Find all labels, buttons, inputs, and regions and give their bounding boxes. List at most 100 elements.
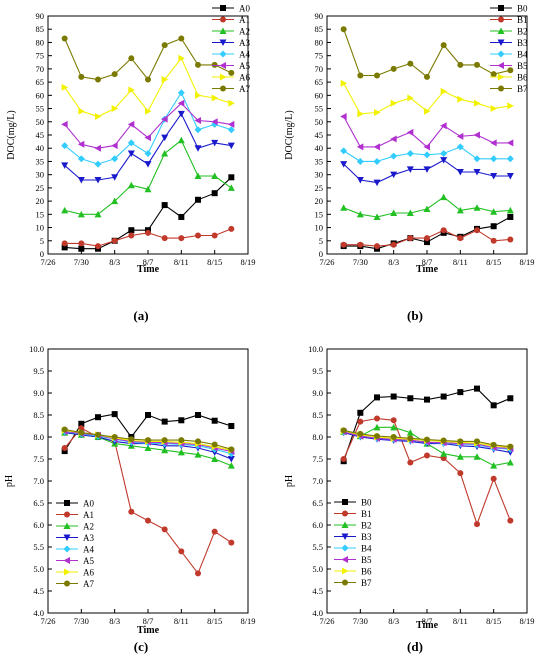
x-axis-title: Time	[416, 620, 439, 631]
x-tick-label: 7/30	[353, 616, 368, 626]
data-point	[211, 441, 218, 448]
legend-item: A7	[212, 84, 250, 94]
y-tick-label: 55	[315, 104, 324, 114]
series-A6	[61, 54, 235, 120]
x-tick-label: 7/26	[40, 257, 55, 267]
data-point	[390, 99, 398, 107]
y-tick-label: 8.0	[312, 432, 323, 442]
panel-caption: (d)	[407, 639, 423, 654]
data-point	[111, 411, 118, 418]
y-axis-title: pH	[284, 475, 295, 487]
data-point	[357, 418, 364, 425]
y-tick-label: 15	[315, 209, 324, 219]
series-B6	[340, 79, 514, 118]
data-point	[506, 459, 514, 466]
x-tick-label: 8/3	[109, 616, 120, 626]
plot-frame	[326, 15, 528, 255]
legend-item: A2	[212, 27, 250, 37]
data-point	[373, 179, 381, 187]
y-tick-label: 85	[36, 24, 45, 34]
data-point	[128, 227, 135, 234]
legend-marker	[341, 556, 348, 563]
series-B2	[340, 193, 514, 220]
data-point	[77, 176, 85, 184]
data-point	[390, 152, 398, 160]
y-tick-label: 35	[315, 156, 324, 166]
legend-label: B7	[517, 84, 528, 94]
data-point	[473, 169, 481, 176]
data-point	[440, 122, 447, 130]
series-B5	[340, 112, 514, 151]
x-axis-title: Time	[416, 264, 439, 275]
series-A4	[61, 89, 235, 168]
data-point	[507, 236, 514, 243]
y-tick-label: 55	[36, 104, 45, 114]
data-point	[474, 99, 481, 107]
legend-label: A3	[239, 38, 250, 48]
legend-label: A2	[239, 27, 250, 37]
data-point	[340, 112, 347, 120]
data-point	[211, 172, 219, 179]
panel-caption: (a)	[133, 308, 148, 323]
y-tick-label: 4.5	[312, 586, 323, 596]
legend-item: B7	[490, 84, 528, 94]
x-tick-label: 8/19	[519, 616, 534, 626]
legend-item: A1	[212, 15, 250, 25]
data-point	[195, 91, 202, 99]
data-point	[94, 176, 102, 184]
data-point	[373, 423, 381, 431]
data-point	[390, 393, 397, 400]
data-point	[356, 157, 364, 165]
y-tick-label: 9.0	[33, 388, 44, 398]
legend-item: A0	[56, 499, 94, 509]
legend-label: B2	[361, 521, 372, 531]
data-point	[111, 237, 118, 244]
x-tick-label: 8/11	[453, 257, 468, 267]
data-point	[374, 394, 380, 401]
data-point	[423, 166, 431, 173]
y-tick-label: 5	[40, 236, 44, 246]
data-point	[61, 426, 68, 433]
data-point	[145, 412, 151, 418]
data-point	[357, 110, 364, 118]
legend-marker	[64, 500, 70, 506]
y-tick-label: 25	[36, 183, 45, 193]
panel-caption: (c)	[134, 639, 148, 654]
data-point	[440, 42, 447, 49]
data-point	[111, 71, 118, 78]
data-point	[61, 240, 68, 247]
legend-marker	[342, 579, 348, 586]
x-axis-title: Time	[137, 264, 160, 275]
data-point	[456, 143, 464, 151]
legend-item: B3	[490, 38, 528, 48]
series-B7	[340, 427, 514, 450]
data-point	[390, 65, 397, 72]
data-point	[490, 172, 498, 180]
data-point	[456, 132, 464, 140]
data-point	[406, 128, 414, 136]
data-point	[228, 69, 235, 76]
y-tick-label: 70	[36, 64, 45, 74]
data-point	[390, 423, 398, 431]
data-point	[390, 241, 397, 248]
y-tick-label: 4.0	[312, 608, 323, 618]
data-point	[356, 210, 364, 218]
y-tick-label: 40	[315, 143, 324, 153]
data-point	[195, 570, 201, 577]
data-point	[78, 107, 85, 115]
data-point	[61, 35, 68, 42]
data-point	[407, 235, 414, 242]
data-point	[374, 433, 380, 440]
data-point	[128, 86, 135, 94]
data-point	[406, 150, 414, 158]
y-tick-label: 75	[315, 51, 324, 61]
data-point	[61, 445, 68, 451]
data-point	[211, 118, 218, 126]
y-tick-label: 10	[36, 223, 45, 233]
series-line	[64, 37, 232, 81]
legend-item: B5	[334, 555, 372, 565]
x-tick-label: 8/15	[486, 257, 501, 267]
y-tick-label: 90	[36, 11, 45, 21]
data-point	[506, 172, 514, 180]
x-tick-label: 8/7	[422, 616, 433, 626]
